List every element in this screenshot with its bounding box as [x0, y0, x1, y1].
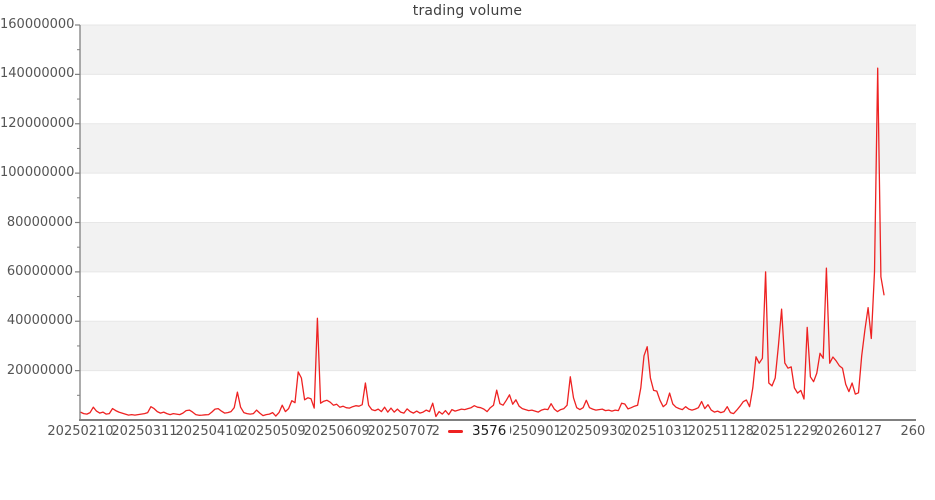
x-tick-label: 20250707 [367, 424, 434, 439]
y-tick-label: 160000000 [0, 17, 75, 32]
background-band [80, 321, 916, 371]
y-tick-label: 20000000 [6, 362, 73, 378]
y-tick-label: 40000000 [6, 313, 73, 329]
y-tick-label: 140000000 [0, 66, 75, 82]
legend: 3576 [440, 421, 511, 441]
y-tick-label: 60000000 [6, 263, 73, 279]
x-tick-label: 20250930 [559, 424, 626, 439]
x-tick-label: 20251128 [687, 424, 754, 439]
chart-title: trading volume [412, 3, 523, 19]
x-tick-label: 20250509 [239, 424, 306, 439]
legend-line-swatch [448, 429, 463, 433]
x-tick-label: 20251229 [751, 424, 818, 439]
background-band [80, 222, 916, 272]
x-tick-label: 260 [900, 424, 926, 439]
x-tick-label: 20250410 [175, 424, 242, 439]
background-band [80, 123, 916, 174]
volume-line-series [80, 67, 885, 418]
x-tick-label: 20250311 [111, 424, 178, 439]
y-tick-label: 100000000 [0, 165, 75, 181]
x-tick-label: 20260127 [815, 424, 882, 439]
legend-series-label: 3576 [472, 423, 507, 439]
y-tick-label: 120000000 [0, 115, 75, 131]
x-tick-label: 20251031 [623, 424, 690, 439]
x-tick-label: 20250901 [495, 424, 562, 439]
x-tick-label: 20250210 [47, 424, 114, 439]
x-tick-label: 20250609 [303, 424, 370, 439]
background-band [80, 25, 916, 75]
y-tick-label: 80000000 [6, 214, 73, 230]
